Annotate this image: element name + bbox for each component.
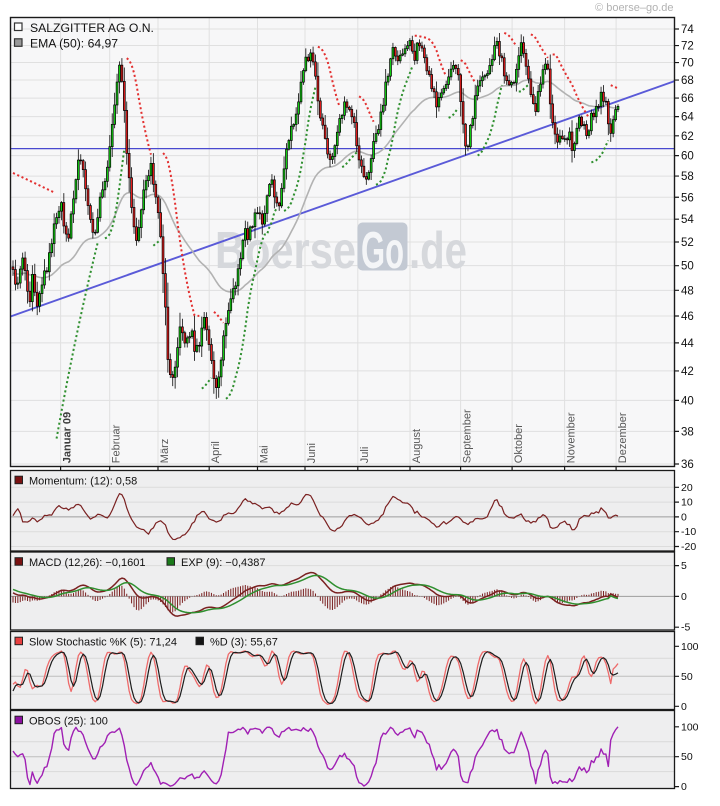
- svg-text:Momentum: (12): 0,58: Momentum: (12): 0,58: [29, 476, 137, 488]
- svg-text:100: 100: [681, 721, 699, 733]
- svg-text:-5: -5: [681, 622, 690, 634]
- svg-text:Februar: Februar: [111, 424, 123, 463]
- svg-text:68: 68: [681, 75, 694, 87]
- svg-text:42: 42: [681, 366, 694, 378]
- svg-text:0: 0: [681, 701, 687, 713]
- svg-text:November: November: [566, 412, 578, 463]
- svg-text:66: 66: [681, 93, 694, 105]
- svg-text:-10: -10: [681, 526, 696, 538]
- svg-text:56: 56: [681, 192, 694, 204]
- svg-text:62: 62: [681, 131, 694, 143]
- svg-text:0: 0: [681, 591, 687, 603]
- svg-text:EXP (9): −0,4387: EXP (9): −0,4387: [181, 557, 266, 569]
- svg-text:10: 10: [681, 497, 693, 509]
- svg-text:März: März: [159, 439, 171, 463]
- svg-text:5: 5: [681, 560, 687, 572]
- svg-text:SALZGITTER AG O.N.: SALZGITTER AG O.N.: [30, 21, 154, 35]
- svg-text:%D (3): 55,67: %D (3): 55,67: [210, 637, 278, 649]
- svg-text:April: April: [210, 441, 222, 463]
- svg-text:-20: -20: [681, 541, 696, 553]
- svg-text:50: 50: [681, 671, 693, 683]
- svg-text:52: 52: [681, 237, 694, 249]
- svg-text:Juni: Juni: [306, 443, 318, 463]
- svg-text:20: 20: [681, 482, 693, 494]
- svg-text:48: 48: [681, 285, 694, 297]
- svg-text:EMA (50): 64,97: EMA (50): 64,97: [30, 37, 118, 51]
- svg-text:40: 40: [681, 395, 694, 407]
- svg-text:46: 46: [681, 311, 694, 323]
- svg-text:36: 36: [681, 459, 694, 471]
- svg-text:Juli: Juli: [359, 447, 371, 464]
- svg-text:© boerse–go.de: © boerse–go.de: [595, 2, 673, 14]
- svg-text:64: 64: [681, 112, 694, 124]
- svg-text:Slow Stochastic %K (5): 71,24: Slow Stochastic %K (5): 71,24: [29, 637, 177, 649]
- svg-text:Boerse: Boerse: [215, 222, 356, 280]
- svg-text:70: 70: [681, 58, 694, 70]
- svg-text:0: 0: [681, 781, 687, 793]
- svg-text:58: 58: [681, 171, 694, 183]
- svg-text:100: 100: [681, 641, 699, 653]
- svg-text:0: 0: [681, 511, 687, 523]
- svg-text:August: August: [411, 429, 423, 463]
- svg-text:Januar 09: Januar 09: [62, 412, 74, 463]
- svg-text:.de: .de: [409, 222, 467, 280]
- svg-text:50: 50: [681, 261, 694, 273]
- svg-text:Go: Go: [361, 222, 404, 280]
- svg-text:50: 50: [681, 751, 693, 763]
- svg-text:Mai: Mai: [259, 445, 271, 463]
- svg-text:September: September: [462, 409, 474, 463]
- svg-text:Oktober: Oktober: [513, 424, 525, 463]
- svg-text:72: 72: [681, 41, 694, 53]
- svg-text:44: 44: [681, 338, 694, 350]
- svg-text:60: 60: [681, 151, 694, 163]
- svg-text:74: 74: [681, 24, 694, 36]
- svg-text:OBOS (25): 100: OBOS (25): 100: [29, 716, 108, 728]
- svg-text:38: 38: [681, 426, 694, 438]
- svg-text:MACD (12,26): −0,1601: MACD (12,26): −0,1601: [29, 557, 145, 569]
- svg-text:54: 54: [681, 214, 694, 226]
- svg-text:Dezember: Dezember: [617, 412, 629, 463]
